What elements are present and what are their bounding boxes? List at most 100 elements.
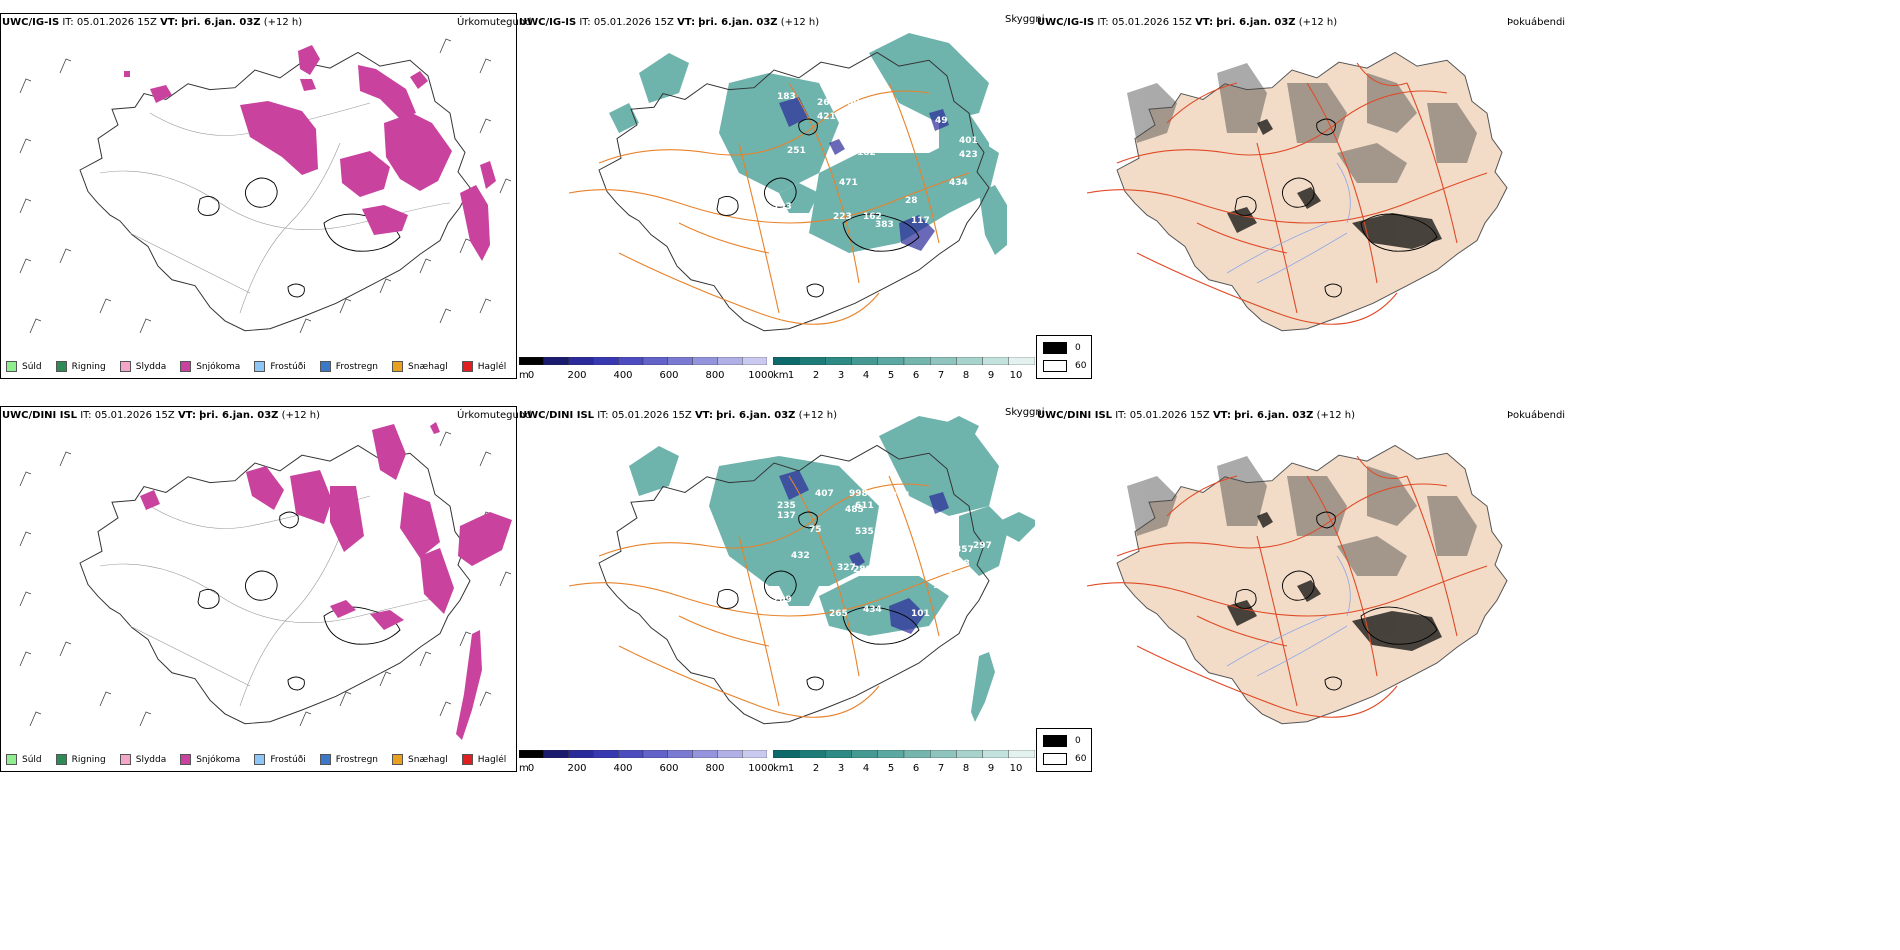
cloud-label: 535 [855, 527, 874, 537]
colorbar-segment [593, 749, 619, 759]
colorbar-tick-label: 9 [987, 370, 995, 381]
header-precip-row2: UWC/DINI ISL IT: 05.01.2026 15Z VT: þri.… [2, 410, 320, 421]
cloud-label: 590 [841, 98, 860, 108]
colorbar-tick-label: 10 [1009, 370, 1023, 381]
legend-label: Haglél [477, 754, 507, 765]
init-time: 05.01.2026 15Z [1129, 410, 1210, 421]
precip-map-panel-row2: Súld Rigning Slydda Snjókoma Frostúði Fr… [0, 406, 517, 772]
colorbar-tick-label: 1 [787, 370, 795, 381]
fog-map-panel-row1 [1037, 13, 1557, 379]
km-colorbar-row1: km 1 2 3 4 5 6 7 8 9 10 [772, 356, 1036, 381]
cloud-label: 401 [959, 136, 978, 146]
init-time: 05.01.2026 15Z [1111, 17, 1192, 28]
wind-barbs [19, 431, 512, 727]
legend-label: Rigning [71, 754, 106, 765]
vt-label: VT: [1212, 410, 1231, 421]
fog-legend-black [1043, 342, 1067, 354]
legend-item: Rigning [55, 361, 106, 372]
fog-shading [1127, 456, 1477, 576]
model-name: UWC/DINI ISL [2, 410, 78, 421]
cloud-label: 137 [777, 511, 796, 521]
colorbar-tick-label: 4 [862, 370, 870, 381]
cloud-label: 209 [773, 595, 792, 605]
header-precip-row1: UWC/IG-IS IT: 05.01.2026 15Z VT: þri. 6.… [2, 17, 302, 28]
legend-item: Haglél [461, 361, 506, 372]
legend-label: Snjókoma [196, 361, 241, 372]
legend-item: Snæhagl [392, 361, 448, 372]
colorbar-tick-label: 800 [705, 370, 725, 381]
colorbar-unit: km [773, 763, 789, 774]
colorbar-segment [717, 356, 743, 366]
cloud-label: 101 [911, 609, 930, 619]
cloud-label: 288 [853, 565, 872, 575]
legend-swatch [119, 754, 131, 765]
colorbar-segment [903, 356, 931, 366]
cloud-label: 297 [973, 541, 992, 551]
legend-label: Frostúði [270, 754, 306, 765]
header-cloud-row2: UWC/DINI ISL IT: 05.01.2026 15Z VT: þri.… [519, 410, 837, 421]
colorbar-segment [956, 749, 983, 759]
it-label: IT: [579, 17, 591, 28]
lead-time: (+12 h) [1316, 410, 1356, 421]
colorbar-unit: km [773, 370, 789, 381]
colorbar-tick-label: 4 [862, 763, 870, 774]
cloud-label: 134 [933, 581, 952, 591]
colorbar-segment [667, 749, 693, 759]
colorbar-tick-label: 2 [812, 370, 820, 381]
valid-time: þri. 6.jan. 03Z [698, 17, 778, 28]
colorbar-segment [877, 356, 905, 366]
colorbar-segment [799, 749, 826, 759]
cloud-label: 75 [809, 525, 822, 535]
it-label: IT: [62, 17, 74, 28]
legend-swatch [319, 754, 331, 765]
colorbar-segment [692, 356, 718, 366]
vt-label: VT: [677, 17, 696, 28]
cloud-label: 274 [891, 491, 910, 501]
fog-shading [1127, 63, 1477, 183]
roads [1086, 455, 1488, 718]
precip-legend-row2: Súld Rigning Slydda Snjókoma Frostúði Fr… [6, 754, 520, 765]
colorbar-tick-label: 3 [837, 370, 845, 381]
init-time: 05.01.2026 15Z [94, 410, 175, 421]
wind-barbs [19, 38, 512, 334]
legend-label: Rigning [71, 361, 106, 372]
colorbar-segment [825, 356, 852, 366]
colorbar-ticks: 0 200 400 600 800 1000 [519, 763, 774, 775]
legend-swatch [254, 754, 266, 765]
cloud-label: 235 [777, 501, 796, 511]
colorbar-segment [692, 749, 718, 759]
colorbar-segment [799, 356, 826, 366]
lead-time: (+12 h) [1298, 17, 1338, 28]
colorbar-segment [667, 356, 693, 366]
fog-map-svg [1086, 444, 1508, 725]
fog-legend-top-label: 0 [1075, 343, 1081, 353]
legend-label: Frostúði [270, 361, 306, 372]
colorbar-tick-label: 5 [887, 370, 895, 381]
colorbar-segment [617, 749, 644, 759]
cloud-label: 423 [959, 150, 978, 160]
colorbar-tick-label: 8 [962, 370, 970, 381]
colorbar-segment [982, 356, 1010, 366]
km-colorbar-svg [772, 356, 1036, 366]
legend-label: Frostregn [335, 754, 379, 765]
cloud-map-svg: 407 998 485 611 274 137 235 75 535 432 3… [568, 416, 1035, 725]
snow-areas [124, 45, 496, 261]
height-colorbar-svg [518, 749, 768, 759]
legend-label: Frostregn [335, 361, 379, 372]
lead-time: (+12 h) [780, 17, 820, 28]
colorbar-tick-label: 1 [787, 763, 795, 774]
cloud-label: 611 [855, 501, 874, 511]
model-name: UWC/DINI ISL [1037, 410, 1113, 421]
colorbar-segment [877, 749, 905, 759]
legend-item: Frostregn [319, 754, 379, 765]
legend-swatch [254, 361, 266, 372]
colorbar-tick-label: 10 [1009, 763, 1023, 774]
rivers [1226, 162, 1351, 284]
colorbar-segment [568, 356, 594, 366]
legend-item: Snjókoma [180, 754, 240, 765]
colorbar-segment [929, 356, 957, 366]
legend-label: Slydda [135, 754, 167, 765]
legend-item: Rigning [55, 754, 106, 765]
colorbar-segment [543, 356, 569, 366]
rivers [1226, 555, 1351, 677]
